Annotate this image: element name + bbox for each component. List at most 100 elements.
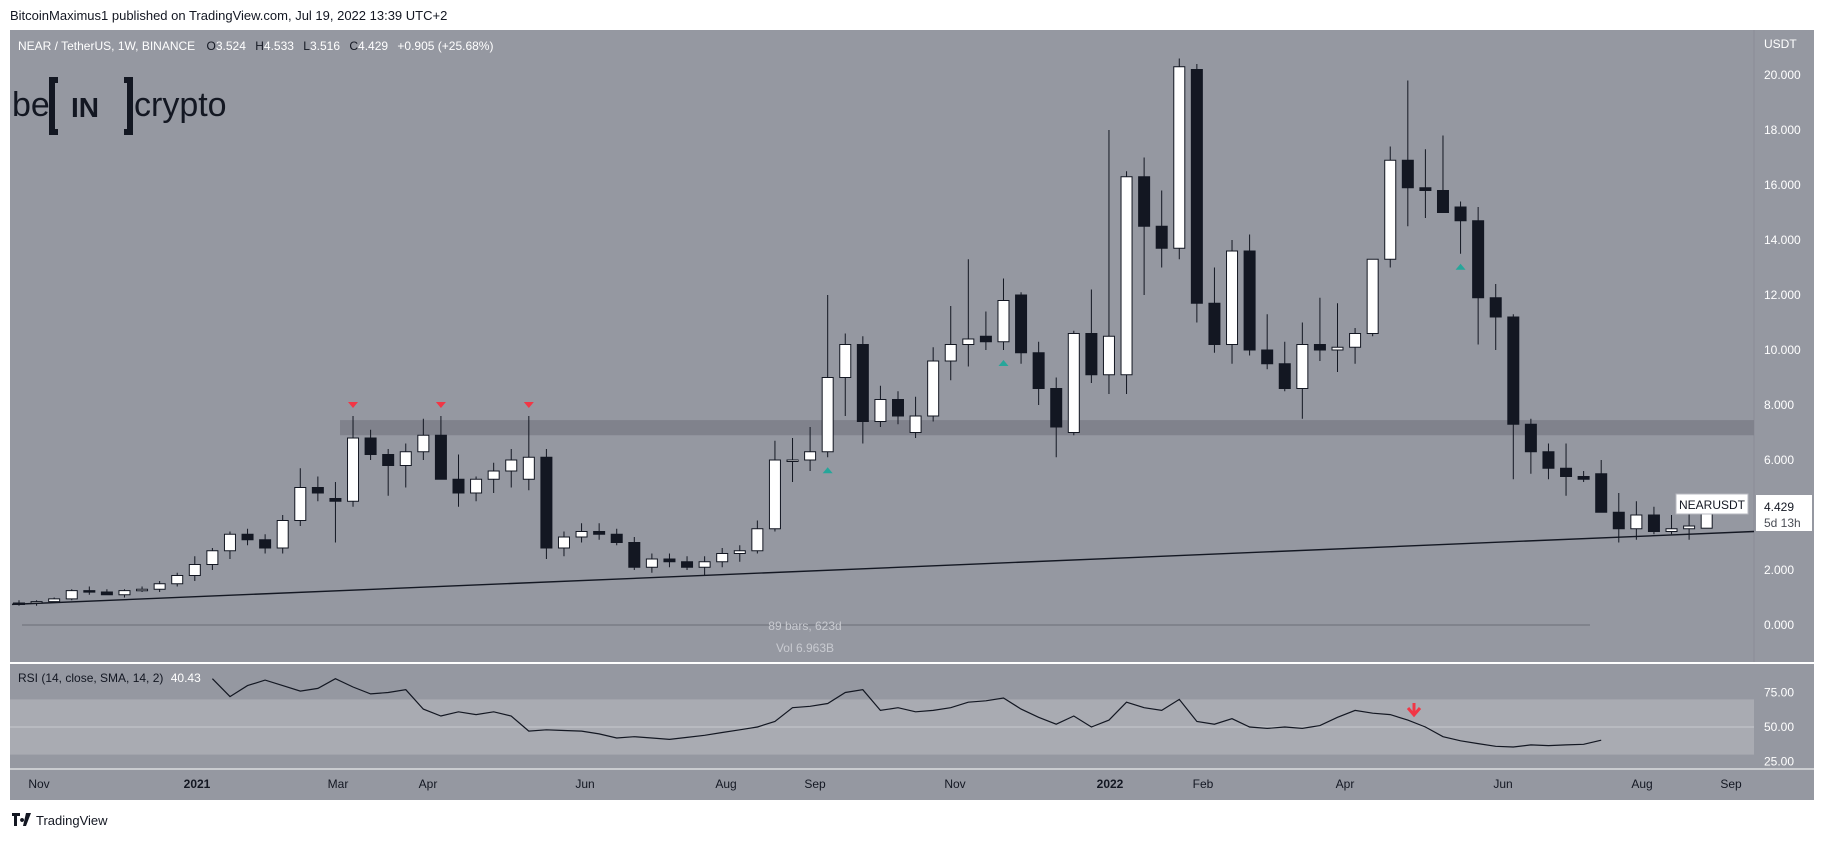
candle-12 bbox=[223, 531, 236, 559]
candle-body bbox=[470, 478, 483, 494]
candle-body bbox=[1190, 69, 1203, 304]
candle-body bbox=[1138, 176, 1151, 227]
time-label-13: Sep bbox=[1720, 777, 1742, 791]
candle-29 bbox=[522, 416, 535, 491]
candle-body bbox=[1120, 176, 1133, 376]
price-tick-7: 6.000 bbox=[1764, 453, 1794, 467]
logo-crypto: crypto bbox=[134, 86, 227, 124]
becrypto-logo: be IN crypto bbox=[12, 77, 227, 135]
candle-36 bbox=[645, 553, 658, 573]
green-up-marker-0 bbox=[822, 467, 833, 474]
price-pane-background bbox=[10, 30, 1754, 663]
last-price-label: NEARUSDT 4.429 5d 13h bbox=[1675, 493, 1812, 531]
legend-open-label: O bbox=[207, 39, 216, 53]
price-axis-unit: USDT bbox=[1764, 37, 1797, 51]
rsi-line bbox=[211, 678, 1602, 748]
legend-high-value: 4.533 bbox=[264, 39, 294, 53]
candle-27 bbox=[487, 462, 500, 493]
time-label-6: Sep bbox=[804, 777, 826, 791]
candle-20 bbox=[364, 429, 377, 460]
candle-body bbox=[1349, 333, 1362, 348]
price-axis-background[interactable] bbox=[1754, 30, 1814, 663]
candle-83 bbox=[1472, 207, 1485, 345]
candle-56 bbox=[997, 278, 1010, 350]
candle-body bbox=[909, 415, 922, 433]
candle-40 bbox=[716, 548, 729, 568]
candle-22 bbox=[399, 443, 412, 488]
legend-change: +0.905 (+25.68%) bbox=[397, 39, 493, 53]
candle-79 bbox=[1401, 80, 1414, 227]
candle-77 bbox=[1366, 258, 1379, 337]
candle-7 bbox=[136, 586, 149, 592]
candle-body bbox=[206, 550, 219, 565]
candle-body bbox=[1401, 159, 1414, 189]
price-tick-5: 10.000 bbox=[1764, 343, 1801, 357]
price-pane[interactable]: 89 bars, 623d Vol 6.963B 20.000 18.000 16.… bbox=[10, 30, 1814, 800]
candle-91 bbox=[1612, 493, 1625, 543]
candle-body bbox=[1436, 190, 1449, 213]
rsi-red-arrow-icon bbox=[1406, 703, 1422, 718]
candle-62 bbox=[1102, 130, 1115, 394]
markers-layer bbox=[348, 263, 1466, 474]
candle-11 bbox=[206, 548, 219, 570]
candle-body bbox=[434, 434, 447, 480]
candle-73 bbox=[1296, 322, 1309, 419]
candle-body bbox=[733, 550, 746, 554]
time-label-4: Jun bbox=[575, 777, 594, 791]
logo-bracket-icon bbox=[49, 77, 133, 135]
candle-body bbox=[329, 498, 342, 502]
candle-body bbox=[1208, 302, 1221, 345]
candle-43 bbox=[768, 440, 781, 532]
candle-body bbox=[1612, 511, 1625, 530]
candle-88 bbox=[1560, 443, 1573, 496]
candle-body bbox=[751, 528, 764, 552]
candle-16 bbox=[294, 468, 307, 526]
candle-body bbox=[839, 344, 852, 378]
candle-82 bbox=[1454, 201, 1467, 254]
time-label-5: Aug bbox=[715, 777, 736, 791]
candle-body bbox=[874, 399, 887, 422]
candle-body bbox=[1102, 335, 1115, 376]
candle-42 bbox=[751, 520, 764, 554]
rsi-pane[interactable]: 75.00 50.00 25.00 RSI (14, close, SMA, 14,… bbox=[10, 662, 1814, 769]
candle-90 bbox=[1595, 460, 1608, 513]
candle-21 bbox=[382, 449, 395, 496]
candle-body bbox=[962, 338, 975, 345]
legend-low-value: 3.516 bbox=[310, 39, 340, 53]
candle-93 bbox=[1647, 506, 1660, 535]
candle-49 bbox=[874, 385, 887, 427]
candle-19 bbox=[347, 416, 360, 507]
candle-50 bbox=[892, 391, 904, 425]
candle-body bbox=[1647, 514, 1660, 532]
price-tick-4: 12.000 bbox=[1764, 288, 1801, 302]
candle-body bbox=[663, 558, 676, 563]
legend-close-value: 4.429 bbox=[358, 39, 388, 53]
ascending-support-line bbox=[11, 530, 1755, 606]
time-axis[interactable]: Nov 2021 Mar Apr Jun Aug Sep Nov 2022 Feb Apr Jun Au… bbox=[10, 768, 1814, 800]
tradingview-footer[interactable]: TradingView bbox=[12, 813, 108, 828]
candle-81 bbox=[1436, 135, 1449, 213]
candle-30 bbox=[540, 449, 553, 559]
candle-body bbox=[136, 588, 149, 592]
candle-44 bbox=[786, 438, 799, 482]
candle-80 bbox=[1419, 149, 1432, 218]
rsi-axis-ticks: 75.00 50.00 25.00 bbox=[1764, 686, 1794, 769]
ohlc-legend: NEAR / TetherUS, 1W, BINANCE O3.524 H4.5… bbox=[18, 39, 493, 53]
candle-body bbox=[1067, 333, 1080, 433]
candle-body bbox=[698, 561, 711, 568]
candle-13 bbox=[241, 528, 254, 546]
candle-body bbox=[997, 300, 1010, 343]
candle-body bbox=[1384, 159, 1397, 260]
candle-53 bbox=[944, 306, 957, 381]
candle-body bbox=[1366, 258, 1379, 334]
candle-body bbox=[681, 561, 694, 568]
logo-be: be bbox=[12, 86, 50, 124]
candle-33 bbox=[593, 523, 606, 540]
candle-body bbox=[522, 456, 535, 480]
price-tick-2: 16.000 bbox=[1764, 178, 1801, 192]
candle-74 bbox=[1313, 297, 1326, 361]
candle-body bbox=[927, 360, 940, 417]
publisher-line: BitcoinMaximus1 published on TradingView… bbox=[10, 8, 447, 23]
candle-5 bbox=[100, 589, 113, 596]
